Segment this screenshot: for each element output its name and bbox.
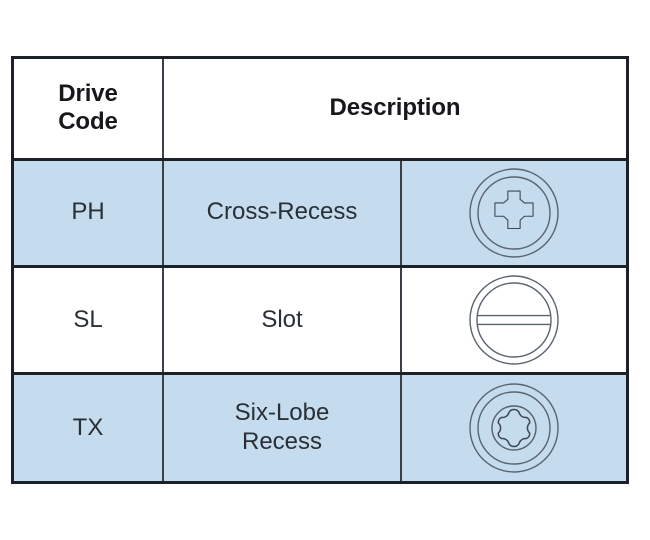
- cell-icon-slot: [401, 266, 626, 376]
- cell-icon-cross-recess: [401, 159, 626, 268]
- table-body: PH Cross-Recess SL Slot: [14, 159, 626, 481]
- table-row: SL Slot: [14, 266, 626, 376]
- column-header-description: Description: [163, 59, 626, 161]
- table-row: PH Cross-Recess: [14, 159, 626, 268]
- cell-description-line1: Six-Lobe: [234, 399, 330, 427]
- six-lobe-recess-screw-icon: [469, 383, 559, 473]
- table-header: Drive Code Description: [14, 59, 626, 161]
- slot-screw-icon: [469, 275, 559, 365]
- column-header-drive-code: Drive Code: [14, 59, 164, 161]
- table-row: TX Six-Lobe Recess: [14, 373, 626, 481]
- drive-code-table: Drive Code Description PH Cross-Recess: [14, 59, 626, 481]
- cell-description: Six-Lobe Recess: [163, 373, 402, 481]
- cell-drive-code: SL: [14, 266, 164, 376]
- cell-description: Slot: [163, 266, 402, 376]
- cell-drive-code: TX: [14, 373, 164, 481]
- header-row: Drive Code Description: [14, 59, 626, 161]
- cell-icon-six-lobe-recess: [401, 373, 626, 481]
- column-header-drive-code-line1: Drive: [58, 79, 118, 107]
- column-header-drive-code-line2: Code: [58, 108, 118, 136]
- drive-code-table-container: Drive Code Description PH Cross-Recess: [11, 56, 629, 484]
- cross-recess-screw-icon: [469, 167, 559, 258]
- cell-description-line2: Recess: [241, 428, 323, 456]
- cell-description: Cross-Recess: [163, 159, 402, 268]
- cell-drive-code: PH: [14, 159, 164, 268]
